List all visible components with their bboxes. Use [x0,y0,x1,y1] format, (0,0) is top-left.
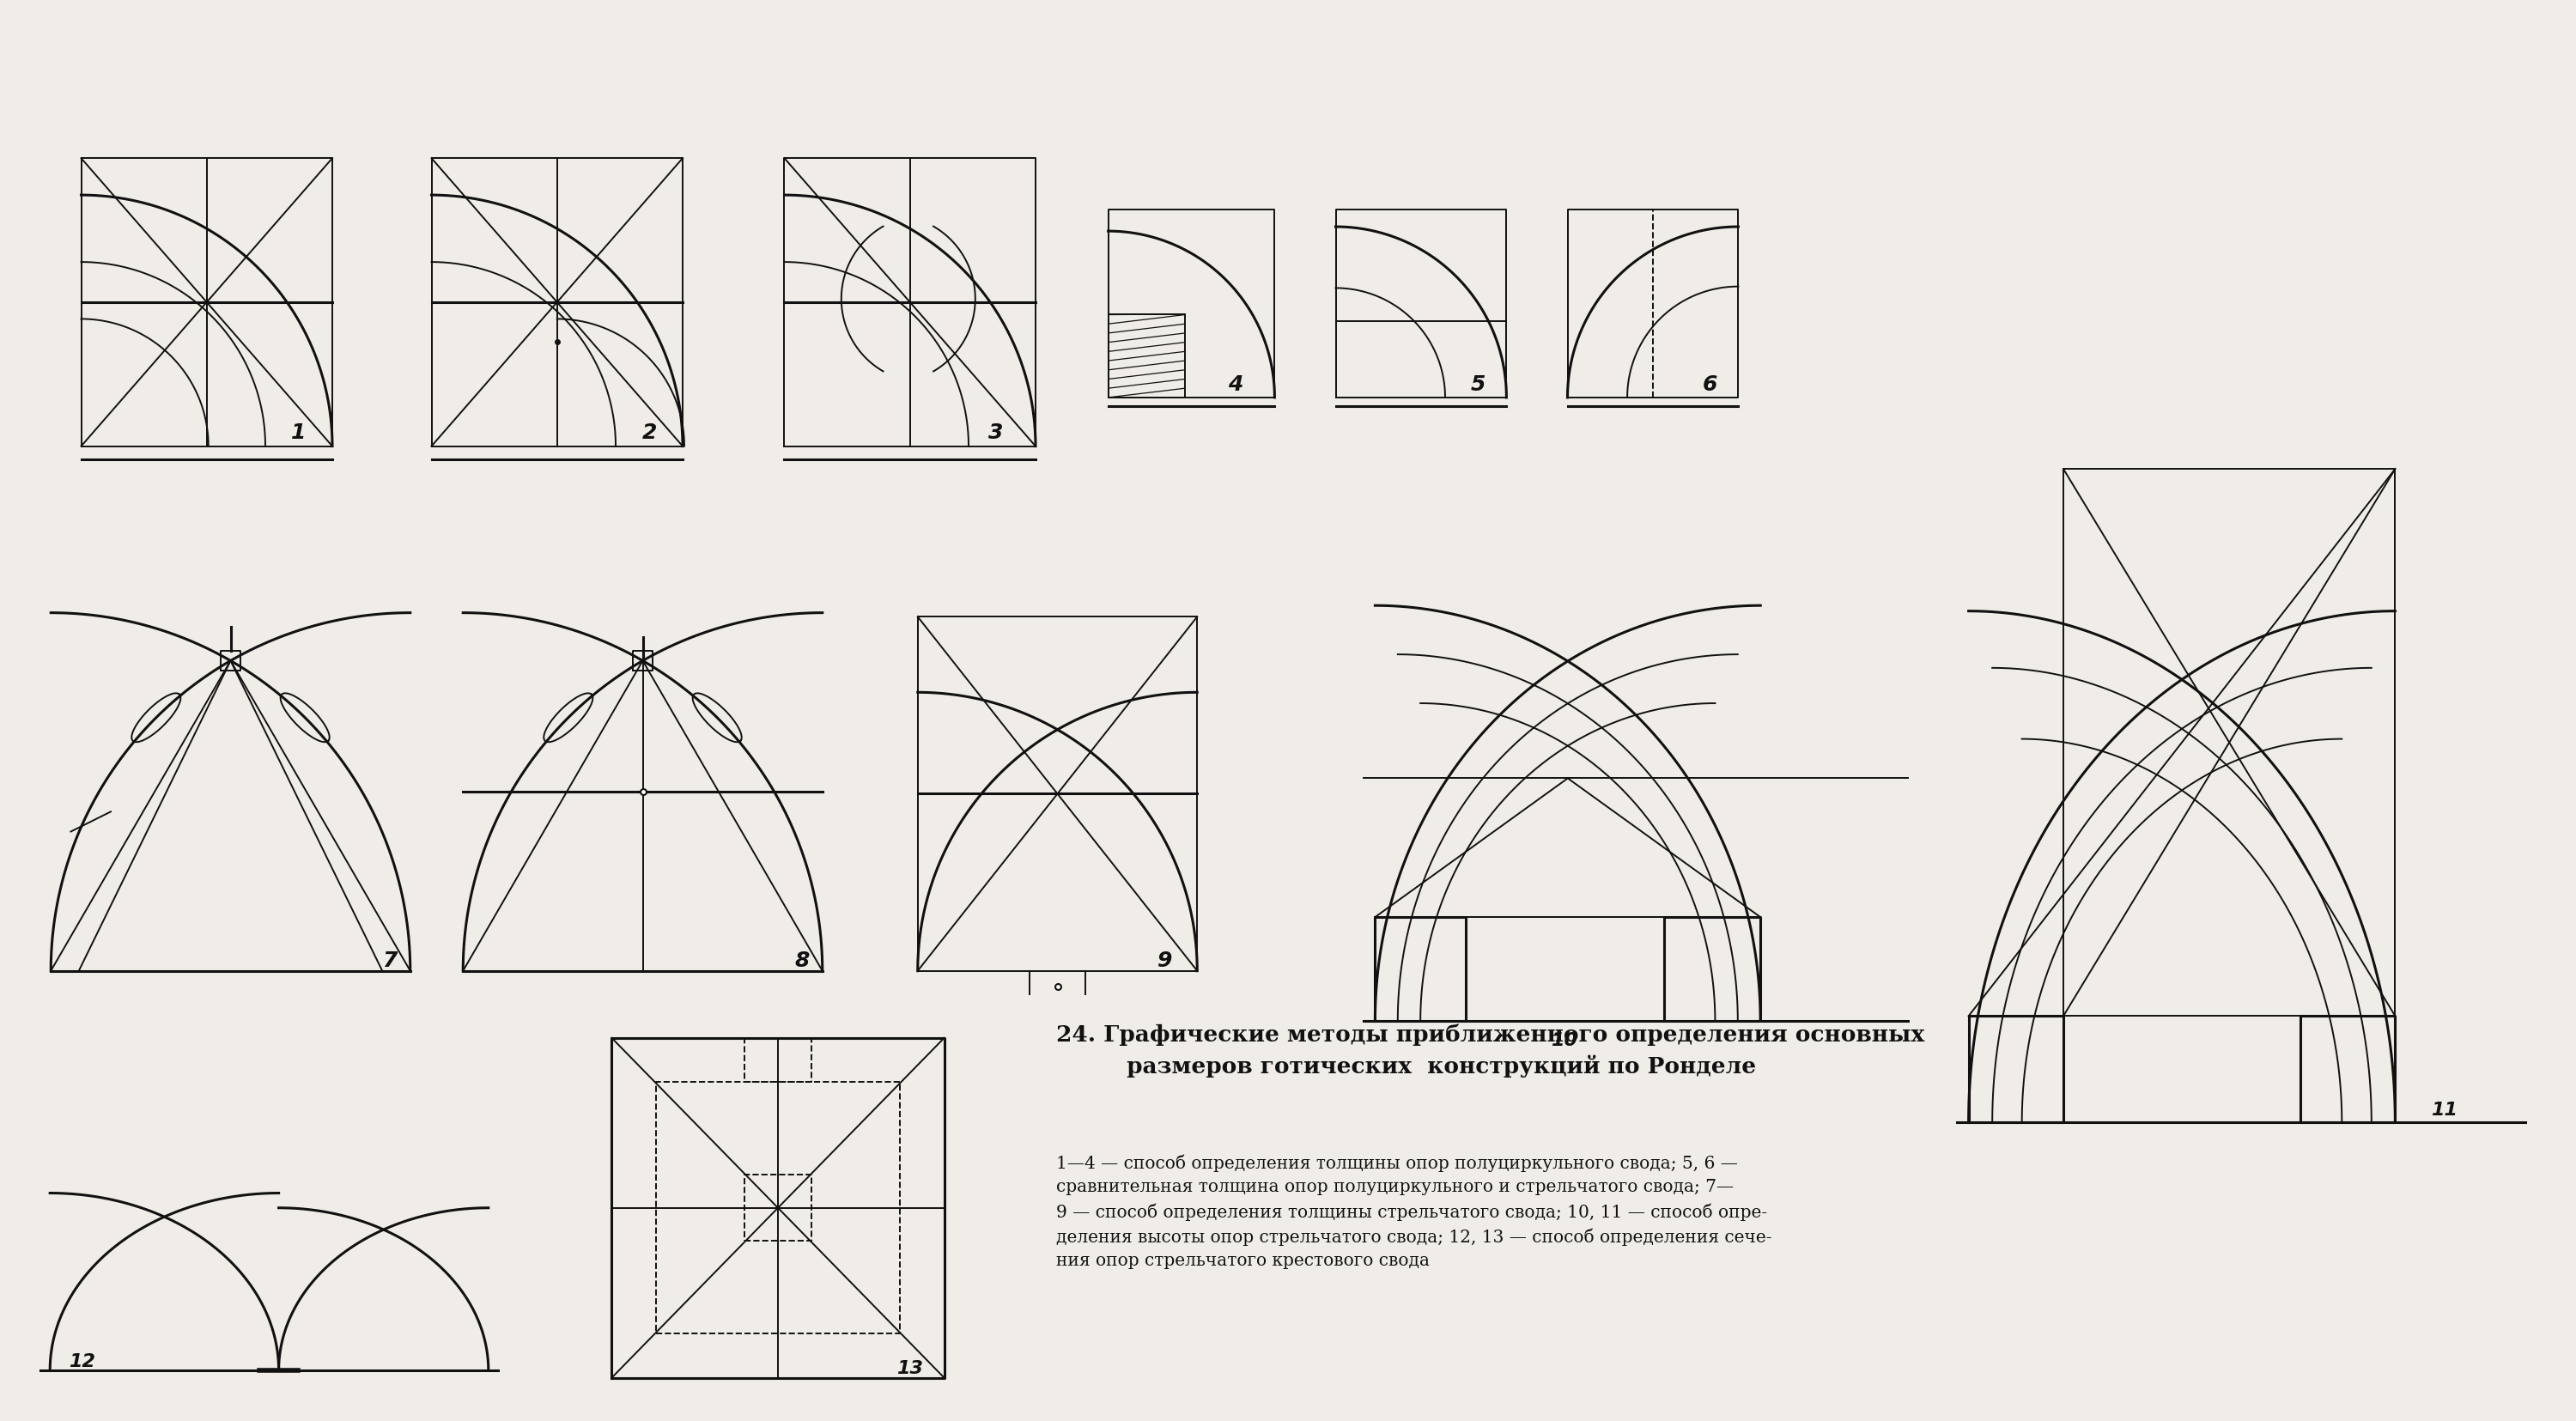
Text: 2: 2 [641,422,657,443]
Text: 4: 4 [1229,375,1242,395]
Text: 6: 6 [1703,375,1718,395]
Text: 8: 8 [793,951,809,971]
Text: 11: 11 [2432,1101,2458,1118]
Text: 3: 3 [989,422,1002,443]
Text: 10: 10 [1551,1032,1577,1049]
Text: 24. Графические методы приближенного определения основных
         размеров готи: 24. Графические методы приближенного опр… [1056,1023,1924,1077]
Text: 7: 7 [381,951,397,971]
Bar [1108,314,1185,398]
Text: 13: 13 [896,1360,922,1377]
Text: 1—4 — способ определения толщины опор полуциркульного свода; 5, 6 —
сравнительна: 1—4 — способ определения толщины опор по… [1056,1154,1772,1269]
Text: 1: 1 [291,422,307,443]
Text: 5: 5 [1471,375,1486,395]
Text: 12: 12 [70,1353,95,1370]
Text: 9: 9 [1157,951,1172,971]
